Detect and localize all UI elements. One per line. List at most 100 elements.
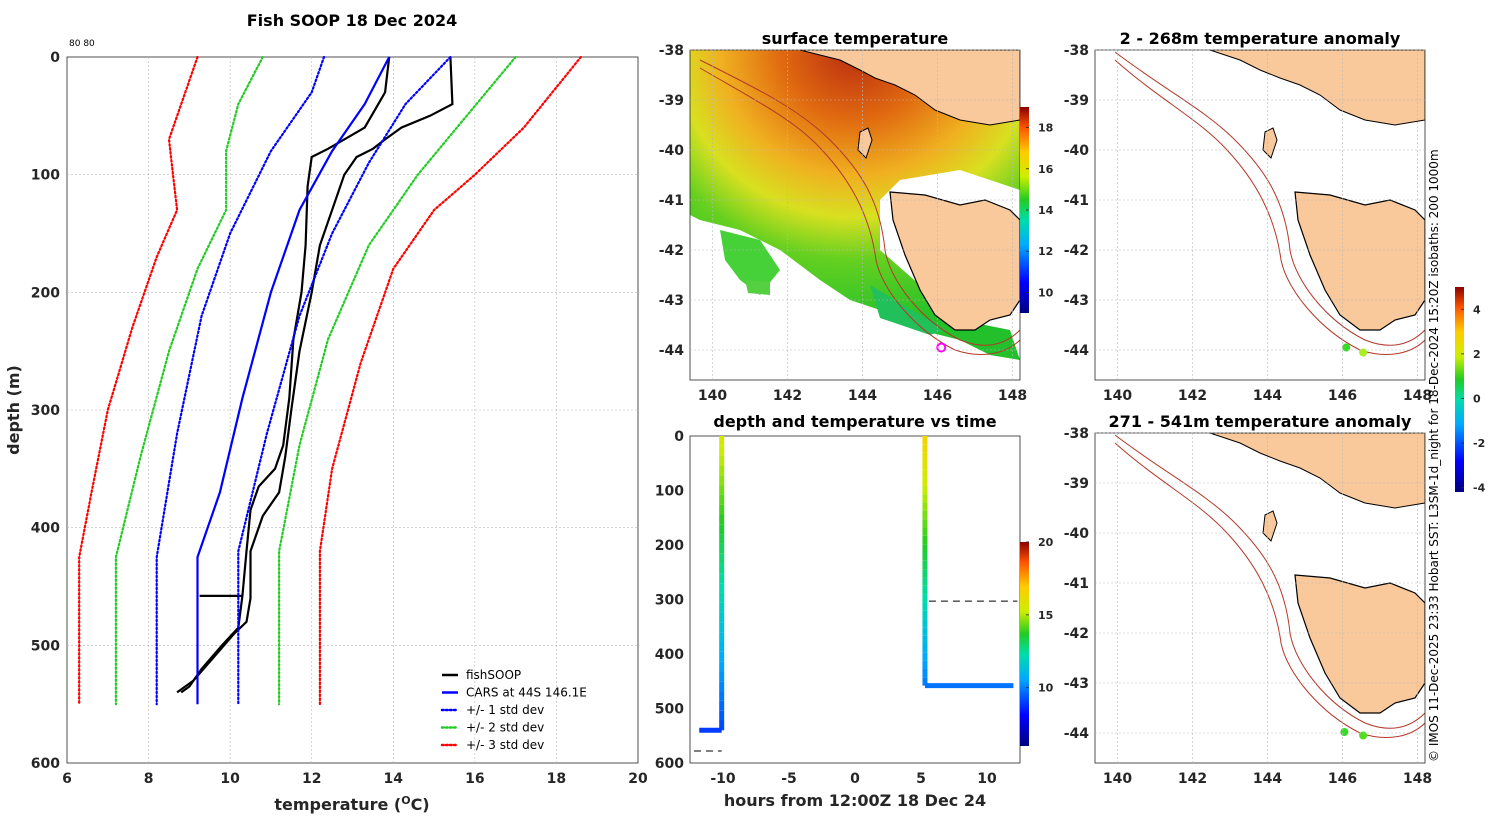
profile-xtick-label: 10	[220, 771, 240, 787]
map-ytick-label: -38	[1064, 426, 1089, 442]
timeseries-axes-box	[689, 435, 1021, 764]
map-xtick-label: 140	[1103, 771, 1132, 787]
map-ytick-label: -42	[1064, 243, 1089, 259]
timeseries-casts	[693, 436, 1018, 752]
anomaly-shallow-map-features	[1114, 50, 1425, 356]
profile-ytick-label: 100	[31, 168, 60, 184]
sst-patch	[720, 230, 780, 295]
profile-legend-label: +/- 3 std dev	[466, 738, 544, 752]
anomaly-deep-land-mainland	[1209, 433, 1425, 509]
anomaly-colorbar	[1455, 287, 1464, 492]
profile-series-line	[237, 55, 452, 706]
anomaly-map-deep: 271 - 541m temperature anomaly 140 142 144…	[1064, 412, 1432, 787]
map-ytick-label: -43	[1064, 676, 1089, 692]
map-xtick-label: 148	[998, 388, 1027, 404]
colorbar-tick-label: 18	[1038, 122, 1053, 135]
map-ytick-label: -43	[659, 293, 684, 309]
profile-ytick-label: 0	[50, 50, 60, 66]
anomaly-shallow-isobath-1000	[1114, 59, 1425, 356]
map-ytick-label: -41	[659, 193, 684, 209]
profile-ytick-label: 400	[31, 521, 60, 537]
anomaly-colorbar-ticks: -4 -2 0 2 4	[1461, 303, 1486, 495]
sst-isobath-200	[699, 59, 1020, 346]
colorbar-tick-label: 16	[1038, 163, 1054, 176]
map-xtick-label: 146	[1328, 771, 1357, 787]
anomaly-shallow-title: 2 - 268m temperature anomaly	[1120, 29, 1401, 48]
timeseries-xlabel: hours from 12:00Z 18 Dec 24	[724, 791, 986, 810]
profile-series-line	[155, 55, 326, 706]
timeseries-ytick-label: 400	[655, 647, 684, 663]
map-xtick-label: 142	[1178, 771, 1207, 787]
anomaly-deep-point	[1340, 728, 1349, 736]
sst-land-island	[857, 127, 873, 159]
colorbar-tick-label: 0	[1473, 392, 1481, 405]
profile-xtick-label: 18	[547, 771, 566, 787]
anomaly-shallow-land-tasmania	[1294, 191, 1425, 331]
timeseries-xtick-label: 10	[977, 771, 997, 787]
anomaly-deep-isobath-200	[1114, 434, 1425, 729]
timeseries-ytick-label: 200	[655, 538, 684, 554]
map-xtick-label: 146	[1328, 388, 1357, 404]
profile-series	[78, 55, 582, 706]
colorbar-tick-label: -4	[1473, 482, 1486, 495]
anomaly-deep-point	[1359, 731, 1368, 740]
timeseries-xtick-label: 5	[916, 771, 926, 787]
profile-title: Fish SOOP 18 Dec 2024	[247, 11, 457, 30]
map-ytick-label: -39	[1064, 93, 1089, 109]
profile-legend: fishSOOP CARS at 44S 146.1E +/- 1 std dev +…	[440, 668, 587, 752]
profile-series-line	[278, 55, 517, 706]
sst-map: surface temperature 140 142 144 146 148 -38 -3…	[659, 29, 1054, 404]
anomaly-shallow-land-mainland	[1209, 50, 1425, 126]
map-xtick-label: 140	[698, 388, 727, 404]
map-ytick-label: -43	[1064, 293, 1089, 309]
map-ytick-label: -44	[659, 343, 685, 359]
profile-ytick-label: 300	[31, 403, 60, 419]
anomaly-deep-map-features	[1114, 433, 1425, 739]
anomaly-deep-isobath-1000	[1114, 442, 1425, 739]
profile-legend-label: CARS at 44S 146.1E	[466, 686, 587, 700]
sst-patch	[745, 280, 770, 295]
profile-xtick-label: 14	[384, 771, 404, 787]
timeseries-ytick-label: 0	[674, 429, 684, 445]
map-xtick-label: 144	[1253, 771, 1282, 787]
map-ytick-label: -39	[1064, 476, 1089, 492]
sst-patch	[870, 285, 945, 335]
anomaly-shallow-isobath-200	[1114, 51, 1425, 346]
timeseries-xtick-label: 0	[850, 771, 860, 787]
colorbar-tick-label: 4	[1473, 303, 1481, 316]
sst-colorbar-ticks: 10 12 14 16 18	[1026, 122, 1054, 299]
map-ytick-label: -38	[659, 43, 684, 59]
profile-xtick-label: 20	[628, 771, 648, 787]
sst-title: surface temperature	[762, 29, 949, 48]
colorbar-tick-label: 10	[1038, 682, 1054, 695]
map-ytick-label: -41	[1064, 193, 1089, 209]
timeseries-title: depth and temperature vs time	[713, 412, 996, 431]
profile-ytick-label: 200	[31, 285, 60, 301]
sst-land-tasmania	[889, 191, 1020, 331]
profile-ytick-label: 600	[31, 756, 60, 772]
anomaly-shallow-land-island	[1262, 127, 1278, 159]
map-xtick-label: 142	[773, 388, 802, 404]
anomaly-map-shallow: 2 - 268m temperature anomaly 140 142 144 14…	[1064, 29, 1432, 404]
profile-xtick-label: 16	[465, 771, 484, 787]
profile-xtick-label: 8	[144, 771, 154, 787]
profile-xtick-label: 6	[62, 771, 72, 787]
colorbar-tick-label: 10	[1038, 286, 1054, 299]
map-xtick-label: 146	[923, 388, 952, 404]
map-ytick-label: -44	[1064, 343, 1090, 359]
profile-xlabel: temperature (OC)	[274, 794, 429, 814]
colorbar-tick-label: 2	[1473, 348, 1481, 361]
map-ytick-label: -40	[659, 143, 685, 159]
profile-legend-label: +/- 2 std dev	[466, 721, 544, 735]
anomaly-shallow-point	[1359, 348, 1368, 357]
colorbar-tick-label: 15	[1038, 609, 1053, 622]
map-xtick-label: 148	[1403, 388, 1432, 404]
profile-grid	[67, 57, 638, 763]
sst-ticks: 140 142 144 146 148 -38 -39 -40 -41 -42 -43 -44	[659, 43, 1027, 404]
profile-series-line	[176, 56, 454, 694]
colorbar-tick-label: 20	[1038, 536, 1054, 549]
map-ytick-label: -42	[659, 243, 684, 259]
profile-legend-label: +/- 1 std dev	[466, 703, 544, 717]
